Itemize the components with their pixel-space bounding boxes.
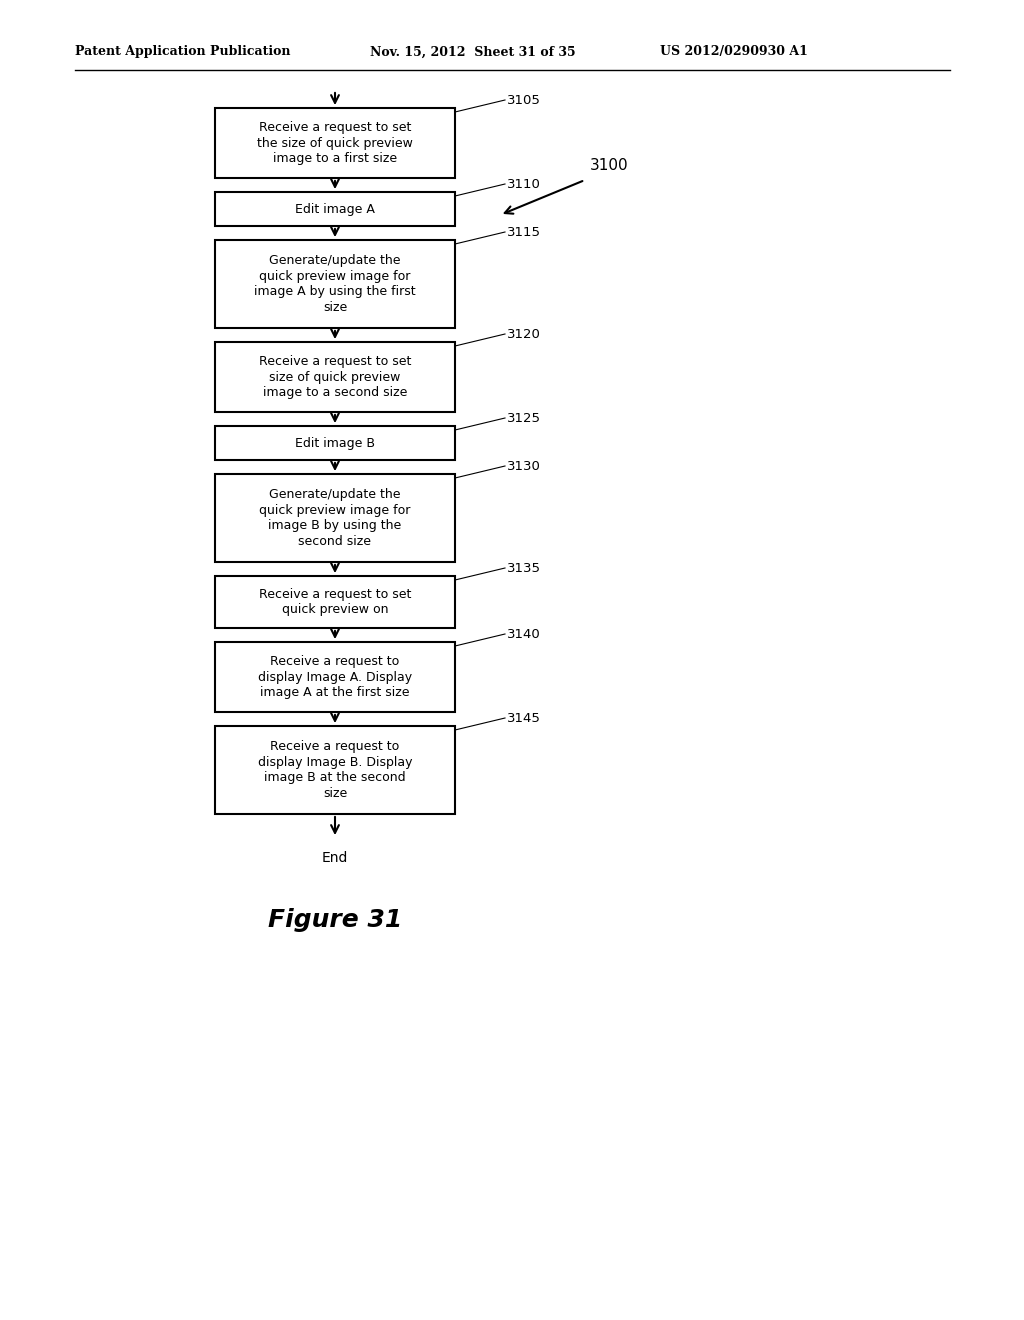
Text: 3105: 3105 — [507, 94, 541, 107]
Text: 3110: 3110 — [507, 177, 541, 190]
Text: Generate/update the
quick preview image for
image B by using the
second size: Generate/update the quick preview image … — [259, 488, 411, 548]
Bar — [215, 108, 455, 178]
Bar — [215, 642, 455, 711]
Text: Receive a request to
display Image B. Display
image B at the second
size: Receive a request to display Image B. Di… — [258, 741, 413, 800]
Text: 3135: 3135 — [507, 561, 541, 574]
Text: 3125: 3125 — [507, 412, 541, 425]
Text: 3100: 3100 — [590, 157, 629, 173]
Text: 3130: 3130 — [507, 459, 541, 473]
Text: 3140: 3140 — [507, 627, 541, 640]
Text: End: End — [322, 851, 348, 865]
Text: Edit image B: Edit image B — [295, 437, 375, 450]
Text: Nov. 15, 2012  Sheet 31 of 35: Nov. 15, 2012 Sheet 31 of 35 — [370, 45, 575, 58]
Text: Figure 31: Figure 31 — [268, 908, 402, 932]
Text: 3115: 3115 — [507, 226, 541, 239]
Bar — [215, 576, 455, 628]
Text: Edit image A: Edit image A — [295, 202, 375, 215]
Text: 3145: 3145 — [507, 711, 541, 725]
Text: Receive a request to set
the size of quick preview
image to a first size: Receive a request to set the size of qui… — [257, 121, 413, 165]
Bar — [215, 474, 455, 562]
Text: Receive a request to
display Image A. Display
image A at the first size: Receive a request to display Image A. Di… — [258, 655, 412, 700]
Text: Generate/update the
quick preview image for
image A by using the first
size: Generate/update the quick preview image … — [254, 255, 416, 314]
Bar — [215, 191, 455, 226]
Text: US 2012/0290930 A1: US 2012/0290930 A1 — [660, 45, 808, 58]
Bar — [215, 426, 455, 459]
Bar — [215, 342, 455, 412]
Text: Patent Application Publication: Patent Application Publication — [75, 45, 291, 58]
Text: Receive a request to set
size of quick preview
image to a second size: Receive a request to set size of quick p… — [259, 355, 412, 399]
Text: 3120: 3120 — [507, 327, 541, 341]
Text: Receive a request to set
quick preview on: Receive a request to set quick preview o… — [259, 587, 412, 616]
Bar — [215, 726, 455, 814]
Bar — [215, 240, 455, 327]
